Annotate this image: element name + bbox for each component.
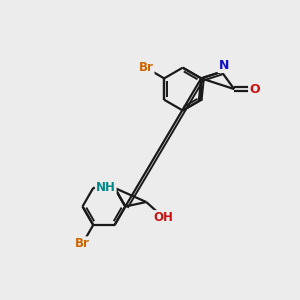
Text: NH: NH: [96, 181, 116, 194]
Text: OH: OH: [154, 211, 173, 224]
Text: Br: Br: [75, 237, 90, 250]
Text: Br: Br: [139, 61, 154, 74]
Text: N: N: [218, 59, 229, 72]
Text: O: O: [249, 82, 260, 96]
